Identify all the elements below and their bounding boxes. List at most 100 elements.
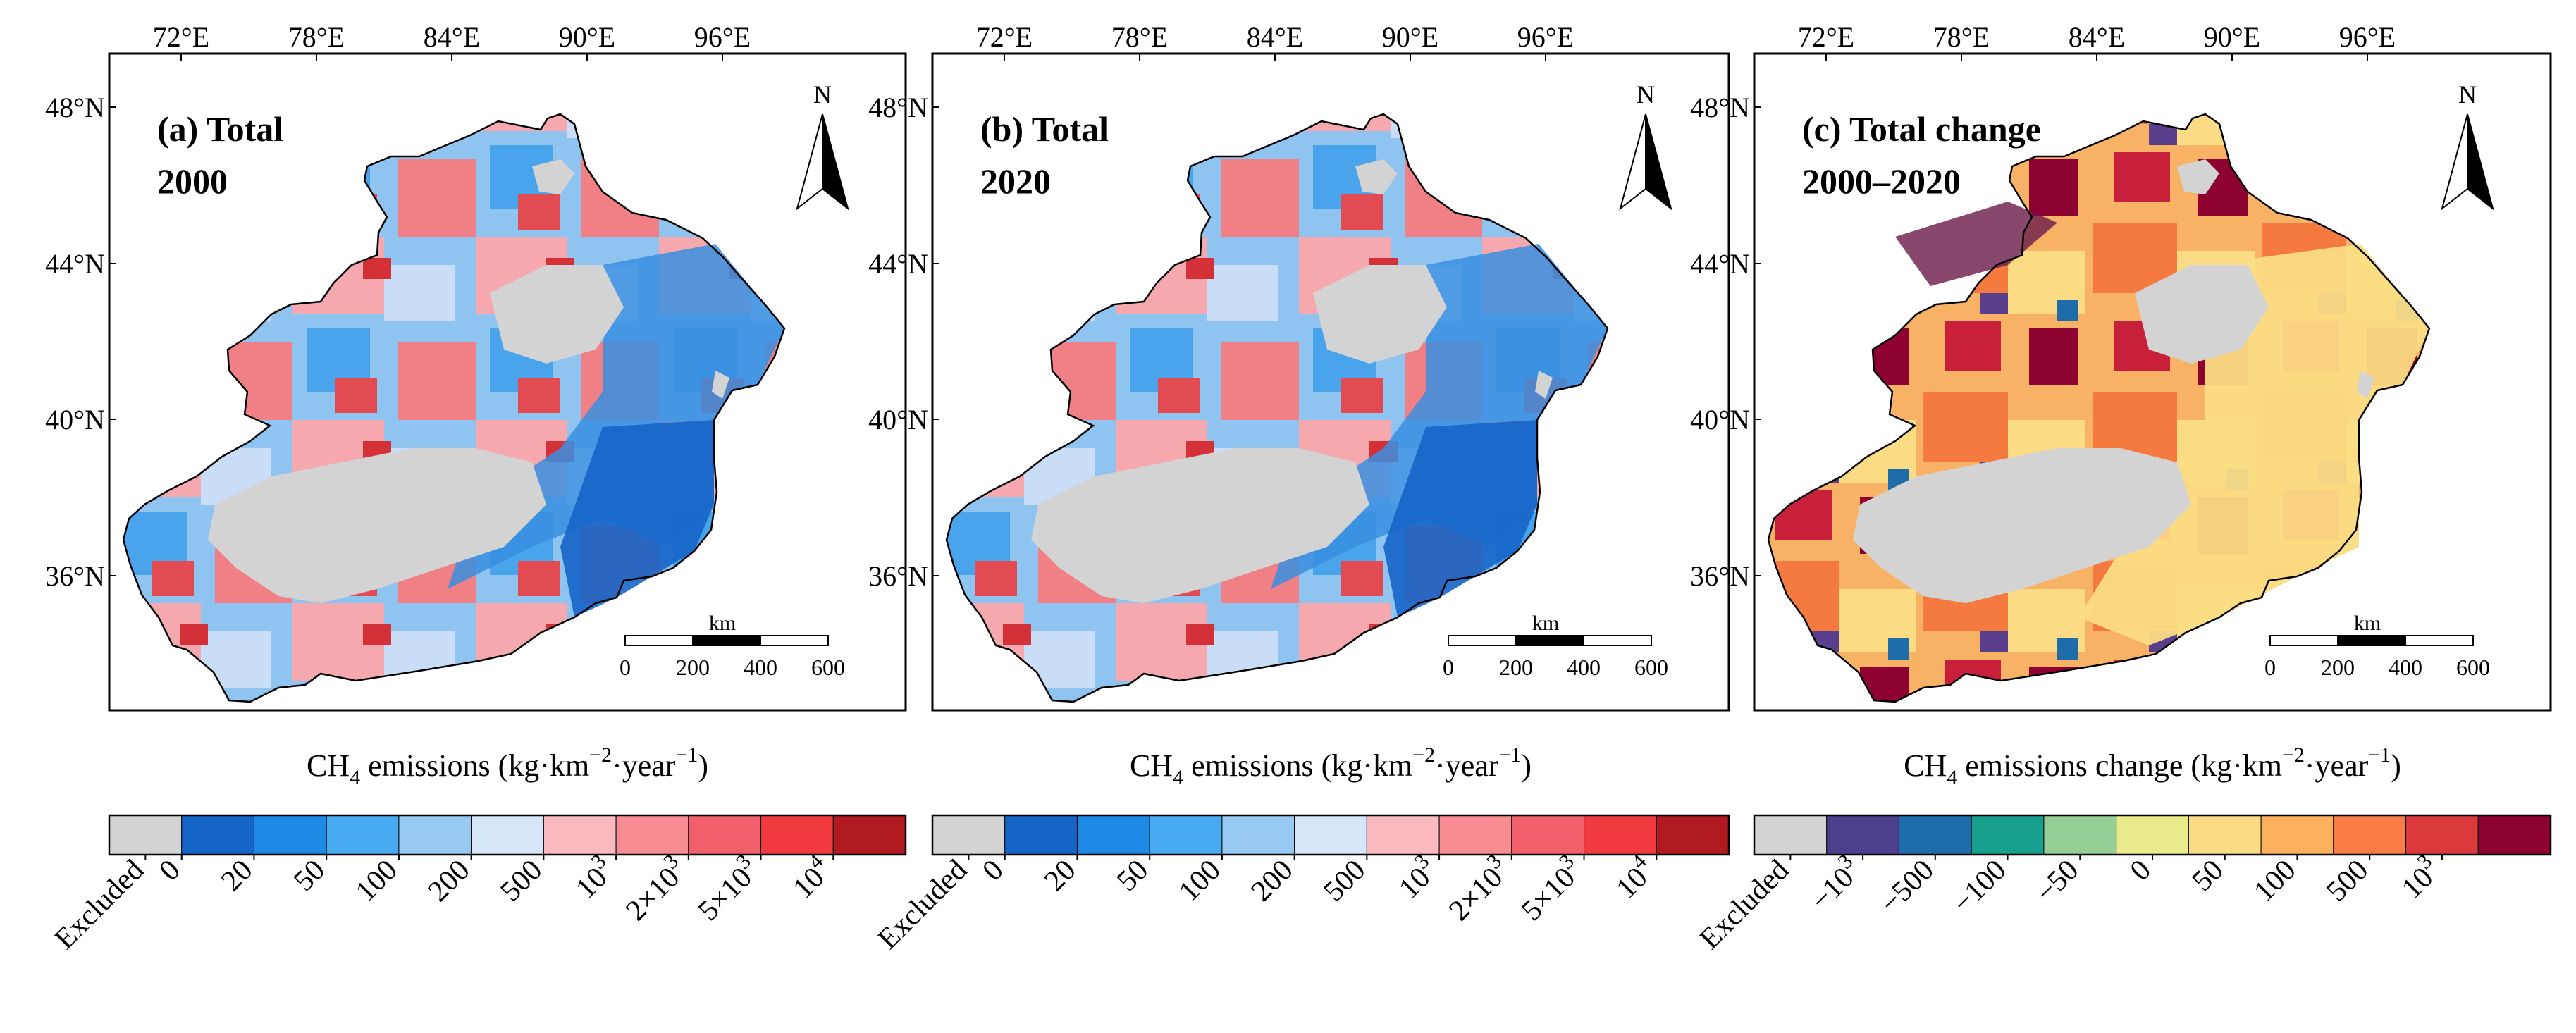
latitude-tick-label: 48°N: [45, 92, 105, 123]
legend-tick-label: 20: [1038, 854, 1082, 898]
legend-tick-label: 103: [566, 850, 621, 905]
latitude-tick-label: 48°N: [1690, 92, 1750, 123]
excluded-basin-north: [2135, 265, 2269, 364]
legend-swatch: [2260, 815, 2334, 855]
panel-title-line2: 2000: [157, 161, 228, 201]
legend-tick-label: −100: [1947, 854, 2013, 920]
legend-swatch: [1149, 815, 1223, 855]
scalebar-segment: [2405, 635, 2474, 646]
legend-tick-label: 2×103: [616, 850, 694, 927]
legend-tick-label: 100: [2248, 854, 2302, 908]
legend-swatch: [1584, 815, 1657, 855]
region-boundary: [945, 113, 1609, 703]
panel-title-line2: 2020: [980, 161, 1051, 201]
latitude-tick-label: 44°N: [45, 248, 105, 280]
longitude-tick-label: 90°E: [2204, 21, 2260, 53]
legend-tick-label: 100: [350, 854, 404, 908]
legend-swatch: [326, 815, 400, 855]
scalebar-segment: [624, 635, 694, 646]
legend-swatch: [2116, 815, 2189, 855]
legend-tick-label: 200: [422, 854, 476, 908]
northwest-high-zone: [1895, 202, 2057, 286]
legend-swatch: [1366, 815, 1440, 855]
legend-swatch: [1294, 815, 1367, 855]
map-panel-a: (a) Total 2000 Nkm 0 200 400 600 72°E 78°E 84°E 90…: [45, 21, 907, 955]
excluded-patch: [1535, 371, 1553, 399]
scalebar-tick-label: 600: [1634, 655, 1668, 680]
scalebar-unit: km: [1532, 612, 1559, 635]
legend-tick-label: Excluded: [872, 854, 974, 956]
legend-title: CH4 emissions (kg·km−2·year−1): [307, 743, 708, 789]
panel-title-line1: (c) Total change: [1802, 109, 2041, 149]
legend-swatch: [1004, 815, 1078, 855]
legend-tick-label: 103: [1389, 850, 1444, 905]
legend-swatch: [1511, 815, 1585, 855]
latitude-tick-label: 40°N: [868, 404, 928, 435]
latitude-tick-label: 36°N: [45, 560, 105, 592]
legend-swatch: [1438, 815, 1512, 855]
latitude-tick-label: 36°N: [868, 560, 928, 592]
legend-swatch: [2188, 815, 2262, 855]
longitude-tick-label: 78°E: [288, 21, 345, 53]
excluded-patch: [532, 159, 574, 194]
longitude-tick-label: 90°E: [1382, 21, 1438, 53]
map-panel-c: (c) Total change 2000–2020 Nkm 0 200 400 600 72…: [1690, 21, 2552, 956]
north-arrow-right-half: [2467, 113, 2494, 211]
legend-tick-label: 200: [1245, 854, 1300, 908]
legend-tick-label: 5×103: [1512, 850, 1589, 927]
north-arrow-right-half: [822, 113, 849, 211]
scalebar-tick-label: 600: [2456, 655, 2490, 680]
latitude-tick-label: 48°N: [868, 92, 928, 123]
panel-title-line1: (a) Total: [157, 109, 283, 149]
legend-tick-label: 50: [288, 854, 331, 898]
legend-swatch: [2477, 815, 2551, 855]
latitude-tick-label: 40°N: [45, 404, 105, 435]
excluded-basin-north: [490, 265, 624, 364]
latitude-tick-label: 36°N: [1690, 560, 1750, 592]
legend-colorbar-frame: [931, 814, 1730, 856]
scalebar-tick-label: 200: [676, 655, 710, 680]
legend-tick-label: Excluded: [1694, 854, 1796, 956]
longitude-tick-label: 84°E: [2069, 21, 2125, 53]
legend-swatch: [2333, 815, 2407, 855]
scalebar-segment: [760, 635, 829, 646]
excluded-basin-south: [208, 448, 546, 603]
legend-swatch: [1898, 815, 1972, 855]
longitude-tick-label: 96°E: [2339, 21, 2396, 53]
north-arrow-label: N: [1637, 80, 1655, 109]
panel-title-line2: 2000–2020: [1802, 161, 1961, 201]
longitude-tick-label: 72°E: [1798, 21, 1854, 53]
scalebar-tick-label: 0: [1443, 655, 1454, 680]
scalebar-tick-label: 0: [620, 655, 631, 680]
legend-swatch: [253, 815, 327, 855]
scalebar-segment: [1448, 635, 1517, 646]
scalebar-tick-label: 600: [811, 655, 845, 680]
legend-swatch: [1221, 815, 1295, 855]
legend-tick-label: −500: [1874, 854, 1940, 920]
longitude-tick-label: 78°E: [1111, 21, 1168, 53]
legend-tick-label: 103: [2391, 850, 2446, 905]
map-area: [122, 113, 786, 703]
scalebar-tick-label: 400: [744, 655, 777, 680]
scalebar-unit: km: [709, 612, 736, 635]
scalebar-tick-label: 200: [1499, 655, 1533, 680]
legend-swatch: [832, 815, 906, 855]
scalebar-tick-label: 400: [2389, 655, 2422, 680]
longitude-tick-label: 96°E: [694, 21, 751, 53]
legend-tick-label: 50: [1111, 854, 1154, 898]
excluded-patch: [1355, 159, 1398, 194]
latitude-tick-label: 44°N: [868, 248, 928, 280]
latitude-tick-label: 40°N: [1690, 404, 1750, 435]
legend-tick-label: 500: [2320, 854, 2374, 908]
panel-title-line1: (b) Total: [980, 109, 1109, 149]
longitude-tick-label: 90°E: [559, 21, 615, 53]
scalebar-segment: [692, 635, 761, 646]
longitude-tick-label: 72°E: [976, 21, 1033, 53]
legend-tick-label: 104: [1606, 850, 1661, 905]
southeast-very-low-zone: [1383, 420, 1537, 617]
legend-swatch: [181, 815, 254, 855]
scalebar-segment: [1515, 635, 1584, 646]
latitude-tick-label: 44°N: [1690, 248, 1750, 280]
legend-tick-label: 104: [783, 850, 838, 905]
